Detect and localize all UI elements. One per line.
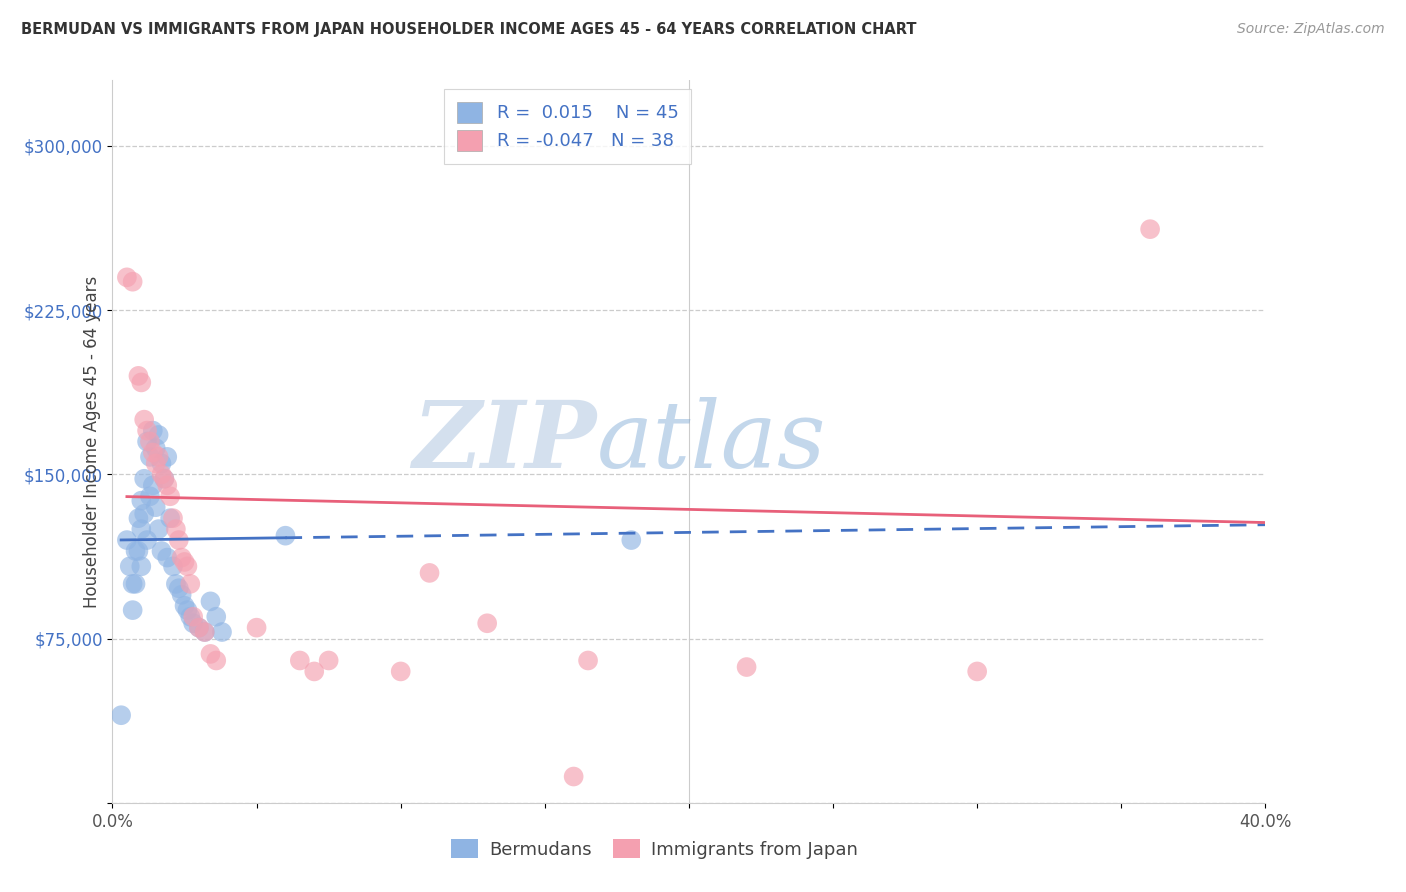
Point — [735, 660, 758, 674]
Point — [127, 511, 149, 525]
Point — [170, 550, 193, 565]
Point — [142, 424, 165, 438]
Point — [1139, 222, 1161, 236]
Point — [167, 533, 190, 547]
Point — [165, 577, 187, 591]
Point — [188, 621, 211, 635]
Point — [200, 647, 222, 661]
Point — [139, 434, 162, 449]
Point — [181, 609, 204, 624]
Point — [150, 544, 173, 558]
Point — [211, 625, 233, 640]
Point — [129, 493, 153, 508]
Point — [115, 533, 138, 547]
Point — [148, 428, 170, 442]
Point — [153, 472, 176, 486]
Point — [389, 665, 412, 679]
Point — [136, 533, 159, 547]
Point — [124, 577, 146, 591]
Point — [136, 434, 159, 449]
Point — [159, 489, 181, 503]
Point — [129, 376, 153, 390]
Point — [475, 616, 499, 631]
Text: Source: ZipAtlas.com: Source: ZipAtlas.com — [1237, 22, 1385, 37]
Point — [181, 616, 204, 631]
Point — [304, 665, 326, 679]
Point — [159, 511, 181, 525]
Y-axis label: Householder Income Ages 45 - 64 years: Householder Income Ages 45 - 64 years — [83, 276, 101, 607]
Point — [170, 588, 193, 602]
Point — [129, 559, 153, 574]
Text: atlas: atlas — [596, 397, 827, 486]
Point — [194, 625, 217, 640]
Point — [246, 621, 269, 635]
Point — [145, 457, 167, 471]
Point — [127, 544, 149, 558]
Point — [124, 544, 146, 558]
Point — [148, 450, 170, 464]
Point — [176, 603, 198, 617]
Point — [205, 653, 228, 667]
Point — [274, 529, 297, 543]
Point — [176, 559, 198, 574]
Point — [205, 609, 228, 624]
Point — [136, 424, 159, 438]
Point — [142, 445, 165, 459]
Point — [134, 472, 156, 486]
Point — [162, 559, 184, 574]
Point — [115, 270, 138, 285]
Point — [167, 581, 190, 595]
Point — [179, 609, 201, 624]
Point — [179, 577, 201, 591]
Text: ZIP: ZIP — [412, 397, 596, 486]
Point — [134, 507, 156, 521]
Point — [156, 550, 179, 565]
Point — [162, 511, 184, 525]
Point — [142, 478, 165, 492]
Point — [150, 457, 173, 471]
Point — [129, 522, 153, 536]
Point — [118, 559, 141, 574]
Point — [148, 522, 170, 536]
Point — [139, 489, 162, 503]
Text: BERMUDAN VS IMMIGRANTS FROM JAPAN HOUSEHOLDER INCOME AGES 45 - 64 YEARS CORRELAT: BERMUDAN VS IMMIGRANTS FROM JAPAN HOUSEH… — [21, 22, 917, 37]
Point — [134, 412, 156, 426]
Point — [966, 665, 988, 679]
Point — [145, 441, 167, 455]
Point — [110, 708, 132, 723]
Point — [121, 603, 143, 617]
Legend: Bermudans, Immigrants from Japan: Bermudans, Immigrants from Japan — [444, 832, 865, 866]
Point — [156, 478, 179, 492]
Point — [194, 625, 217, 640]
Point — [150, 467, 173, 482]
Point — [156, 450, 179, 464]
Point — [153, 472, 176, 486]
Point — [121, 577, 143, 591]
Point — [576, 653, 599, 667]
Point — [620, 533, 643, 547]
Point — [145, 500, 167, 515]
Point — [121, 275, 143, 289]
Point — [419, 566, 441, 580]
Point — [139, 450, 162, 464]
Point — [200, 594, 222, 608]
Point — [165, 522, 187, 536]
Point — [562, 770, 585, 784]
Point — [188, 621, 211, 635]
Point — [173, 555, 195, 569]
Point — [173, 599, 195, 613]
Point — [127, 368, 149, 383]
Point — [288, 653, 311, 667]
Point — [318, 653, 340, 667]
